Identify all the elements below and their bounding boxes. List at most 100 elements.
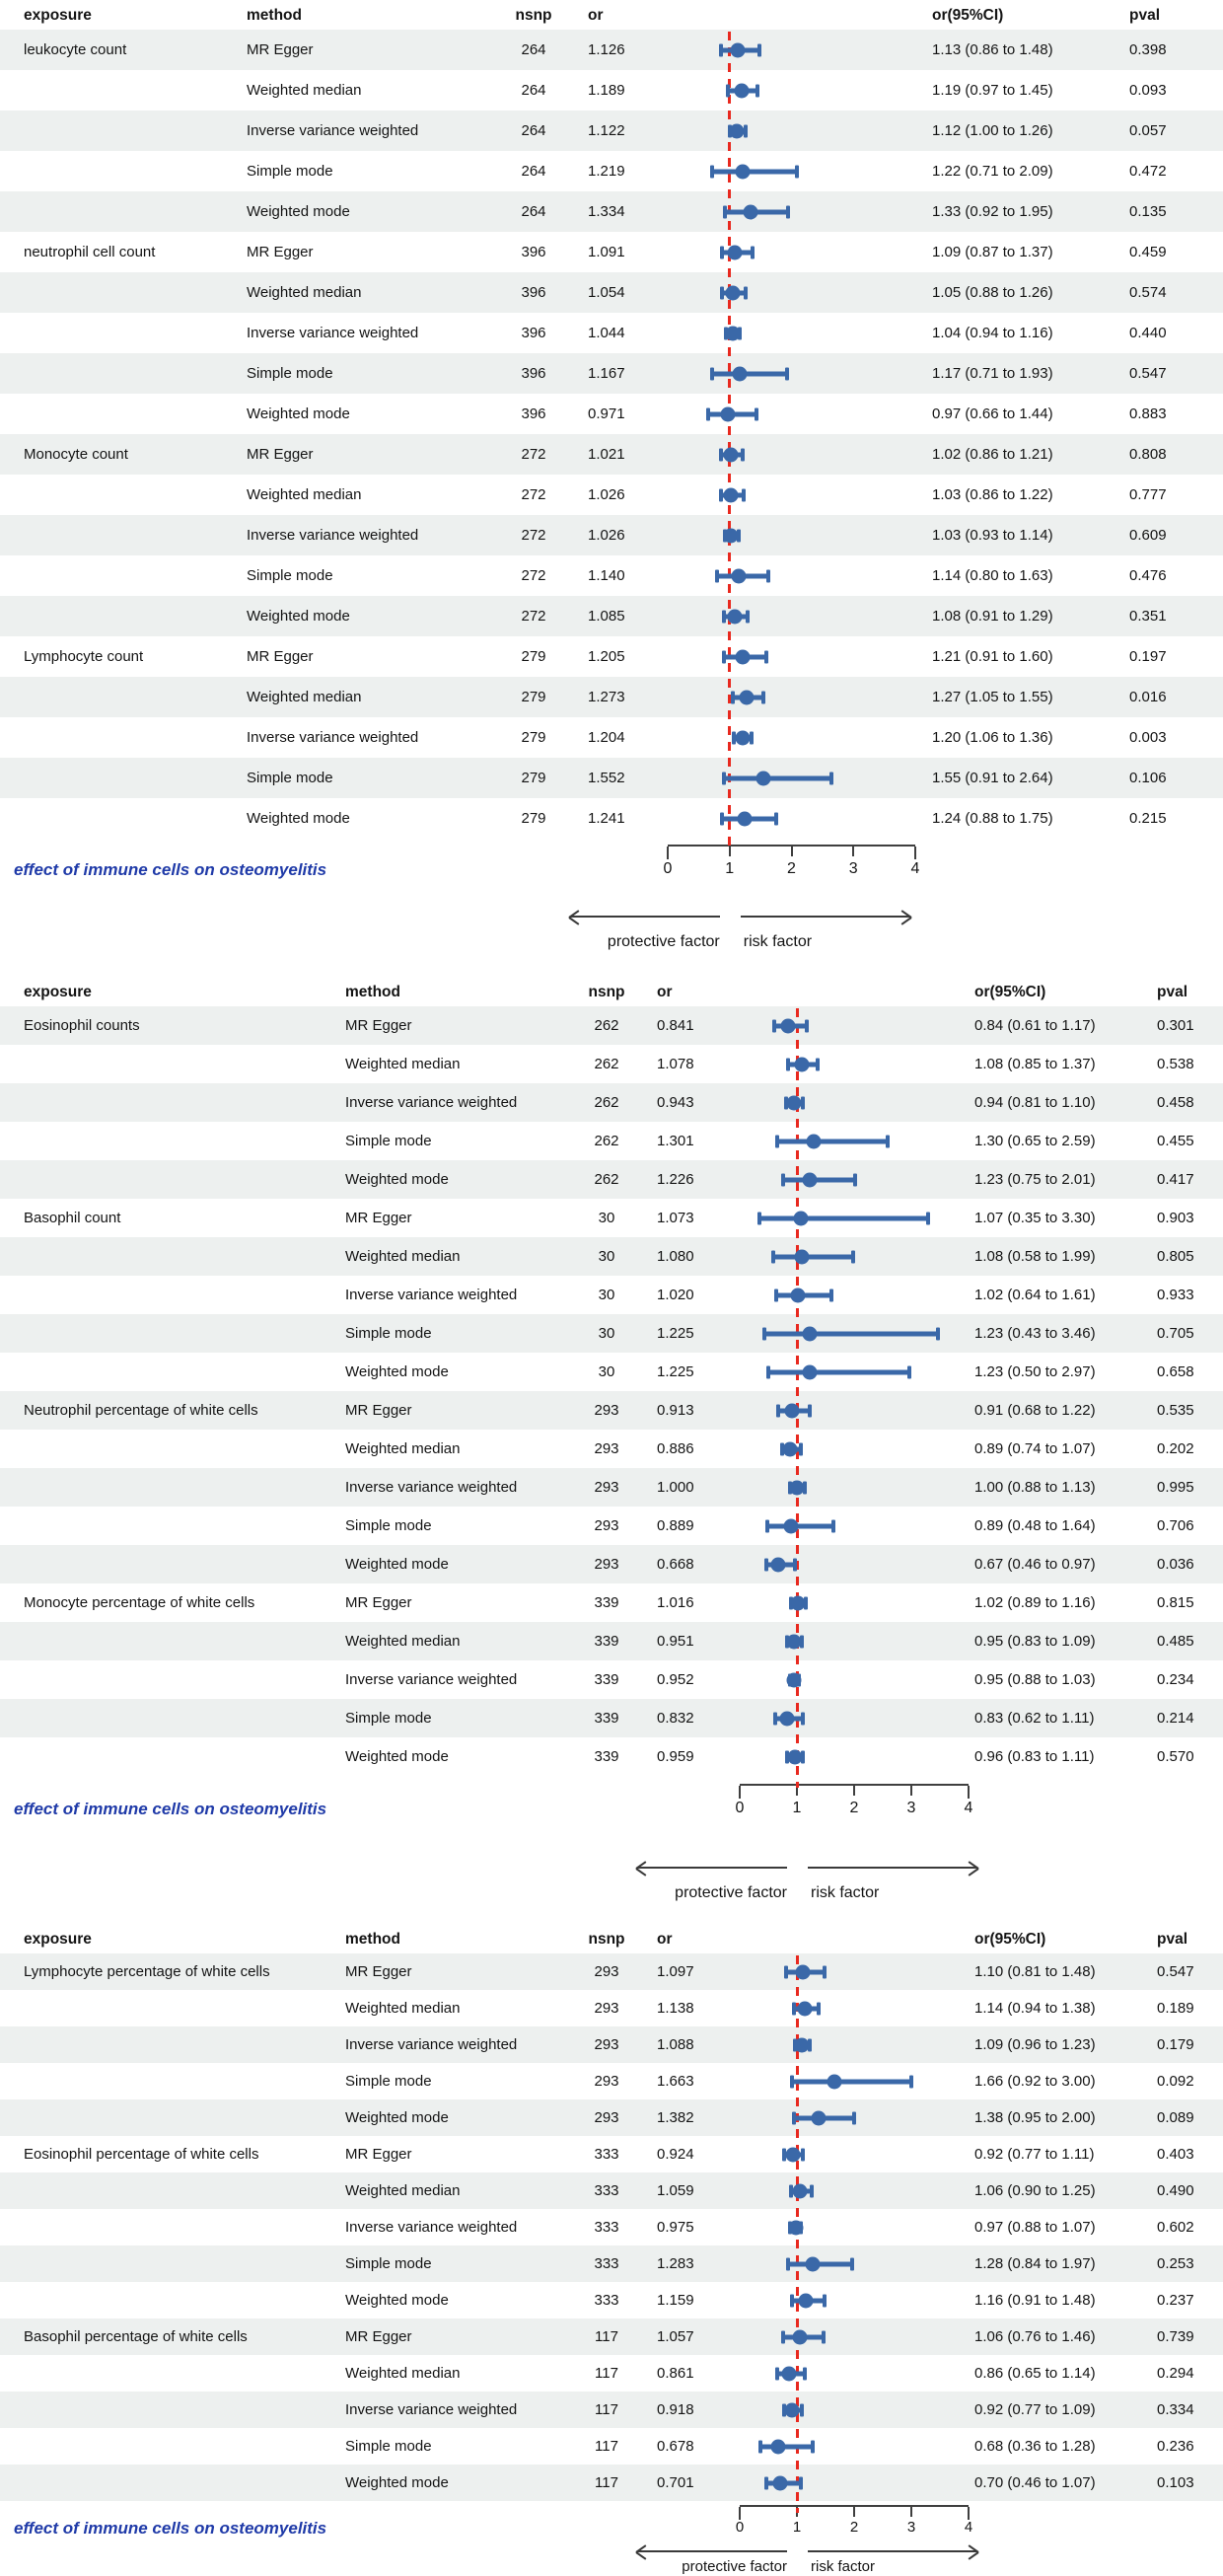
ci-cap-high — [828, 772, 833, 784]
pval-cell: 0.476 — [1129, 567, 1167, 584]
table-row: Simple mode 333 1.283 1.28 (0.84 to 1.97… — [0, 2245, 1223, 2282]
plot-scale — [668, 394, 915, 434]
method-cell: Weighted median — [247, 689, 362, 705]
ci-cap-high — [852, 1173, 857, 1186]
risk-factor-arrow — [808, 1867, 977, 1869]
or-ci-cell: 0.89 (0.74 to 1.07) — [974, 1440, 1096, 1457]
point-estimate-marker — [780, 1018, 796, 1033]
axis-tick — [739, 1786, 741, 1799]
pval-cell: 0.403 — [1157, 2146, 1194, 2163]
forest-plot-cell — [720, 1468, 974, 1507]
or-axis: 0 1 2 3 4 — [736, 1784, 972, 1816]
forest-plot-cell — [631, 636, 932, 677]
nsnp-cell: 339 — [594, 1633, 619, 1650]
table-row: Simple mode 279 1.552 1.55 (0.91 to 2.64… — [0, 758, 1223, 798]
axis-tick — [728, 846, 731, 856]
or-value-cell: 1.016 — [657, 1594, 694, 1611]
axis-tick-label: 2 — [849, 1800, 859, 1816]
or-value-cell: 1.225 — [657, 1363, 694, 1380]
or-ci-cell: 0.95 (0.83 to 1.09) — [974, 1633, 1096, 1650]
pval-cell: 0.706 — [1157, 1517, 1194, 1534]
nsnp-cell: 262 — [594, 1017, 619, 1034]
axis-tick — [667, 846, 669, 859]
ci-cap-low — [786, 1058, 791, 1070]
axis-tick-label: 1 — [792, 1800, 802, 1816]
plot-scale — [740, 1583, 969, 1622]
ci-cap-low — [731, 731, 736, 744]
table-row: Weighted median 262 1.078 1.08 (0.85 to … — [0, 1045, 1223, 1083]
or-value-cell: 1.021 — [588, 446, 625, 463]
nsnp-cell: 272 — [521, 446, 546, 463]
header-exposure: exposure — [24, 1931, 92, 1948]
pval-cell: 0.777 — [1129, 486, 1167, 503]
method-cell: MR Egger — [247, 244, 314, 260]
header-nsnp: nsnp — [515, 7, 552, 24]
point-estimate-marker — [805, 2256, 821, 2271]
nsnp-cell: 117 — [595, 2401, 618, 2418]
method-cell: MR Egger — [345, 1594, 412, 1611]
plot-scale — [740, 1622, 969, 1660]
method-cell: Simple mode — [247, 365, 333, 382]
ci-cap-low — [720, 286, 725, 299]
forest-plot-cell — [631, 596, 932, 636]
pval-cell: 0.490 — [1157, 2182, 1194, 2199]
nsnp-cell: 117 — [595, 2365, 618, 2382]
point-estimate-marker — [739, 690, 755, 704]
point-estimate-marker — [779, 1711, 795, 1726]
forest-plot-cell — [720, 1953, 974, 1990]
header-nsnp: nsnp — [588, 1931, 625, 1948]
axis-tick-label: 0 — [735, 1800, 745, 1816]
method-cell: Inverse variance weighted — [345, 1094, 518, 1111]
or-ci-cell: 0.70 (0.46 to 1.07) — [974, 2474, 1096, 2491]
or-value-cell: 1.140 — [588, 567, 625, 584]
reference-line-or-1 — [728, 32, 732, 850]
plot-scale — [740, 1045, 969, 1083]
ci-cap-low — [725, 84, 730, 97]
point-estimate-marker — [723, 528, 739, 543]
method-cell: Inverse variance weighted — [247, 122, 419, 139]
method-cell: Inverse variance weighted — [345, 1287, 518, 1303]
table-body: Lymphocyte percentage of white cells MR … — [0, 1953, 1223, 2513]
or-ci-cell: 1.19 (0.97 to 1.45) — [932, 82, 1053, 99]
plot-scale — [740, 1699, 969, 1737]
or-value-cell: 1.334 — [588, 203, 625, 220]
method-cell: MR Egger — [345, 2328, 412, 2345]
forest-plot-cell — [720, 2172, 974, 2209]
or-ci-cell: 1.33 (0.92 to 1.95) — [932, 203, 1053, 220]
pval-cell: 0.398 — [1129, 41, 1167, 58]
ci-cap-high — [802, 1481, 807, 1494]
pval-cell: 0.189 — [1157, 2000, 1194, 2017]
ci-cap-high — [909, 2075, 913, 2088]
header-or: or — [657, 984, 673, 1000]
ci-cap-high — [756, 43, 761, 56]
forest-plot-cell — [720, 1391, 974, 1430]
table-row: Simple mode 293 1.663 1.66 (0.92 to 3.00… — [0, 2063, 1223, 2099]
or-value-cell: 1.054 — [588, 284, 625, 301]
plot-scale — [740, 1353, 969, 1391]
or-ci-cell: 1.10 (0.81 to 1.48) — [974, 1963, 1096, 1980]
method-cell: Weighted median — [345, 1440, 461, 1457]
forest-plot-cell — [631, 394, 932, 434]
or-ci-cell: 1.09 (0.87 to 1.37) — [932, 244, 1053, 260]
ci-cap-low — [764, 1519, 769, 1532]
point-estimate-marker — [792, 2183, 808, 2198]
risk-factor-label: risk factor — [743, 933, 813, 950]
plot-scale — [668, 636, 915, 677]
table-row: Inverse variance weighted 272 1.026 1.03… — [0, 515, 1223, 555]
or-value-cell: 0.678 — [657, 2438, 694, 2455]
nsnp-cell: 293 — [594, 1556, 619, 1573]
plot-scale — [668, 515, 915, 555]
plot-scale — [740, 1237, 969, 1276]
plot-scale — [740, 1160, 969, 1199]
ci-cap-high — [804, 1019, 809, 1032]
nsnp-cell: 293 — [594, 2036, 619, 2053]
ci-cap-low — [722, 650, 727, 663]
pval-cell: 0.334 — [1157, 2401, 1194, 2418]
forest-plot-cell — [720, 1430, 974, 1468]
ci-cap-low — [780, 1173, 785, 1186]
ci-cap-high — [750, 246, 755, 258]
or-value-cell: 1.167 — [588, 365, 625, 382]
point-estimate-marker — [794, 1249, 810, 1264]
method-cell: Simple mode — [247, 163, 333, 180]
nsnp-cell: 293 — [594, 2073, 619, 2090]
